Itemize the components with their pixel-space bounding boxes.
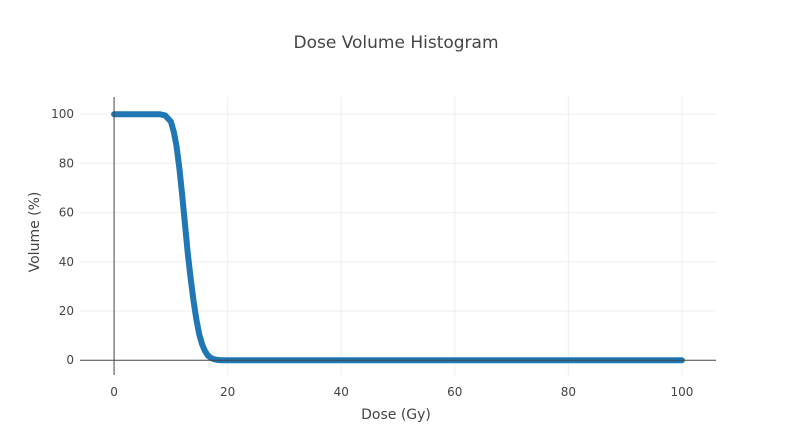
y-tick-label: 80 (59, 156, 74, 170)
x-tick-label: 100 (670, 385, 693, 399)
x-tick-label: 0 (110, 385, 118, 399)
x-tick-label: 20 (220, 385, 235, 399)
y-tick-label: 60 (59, 206, 74, 220)
x-tick-label: 40 (334, 385, 349, 399)
y-tick-label: 0 (66, 353, 74, 367)
tick-labels: 0 20 40 60 80 100 0 20 40 60 80 100 (51, 107, 693, 399)
y-axis-title: Volume (%) (27, 192, 43, 273)
y-tick-label: 100 (51, 107, 74, 121)
x-tick-label: 80 (561, 385, 576, 399)
series-layer (111, 111, 685, 364)
series-line-1 (111, 111, 685, 364)
axes (80, 97, 716, 375)
y-tick-label: 20 (59, 304, 74, 318)
x-tick-label: 60 (447, 385, 462, 399)
x-axis-title: Dose (Gy) (361, 407, 431, 423)
chart-title: Dose Volume Histogram (293, 33, 498, 53)
y-tick-label: 40 (59, 255, 74, 269)
